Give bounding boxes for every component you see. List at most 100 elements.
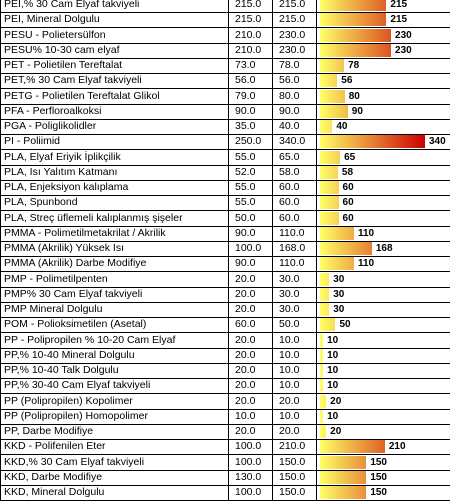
data-bar-cell[interactable]: 30	[317, 302, 450, 318]
data-bar-cell[interactable]: 50	[317, 317, 450, 334]
min-value-cell[interactable]: 55.0	[229, 180, 273, 196]
max-value-cell[interactable]: 10.0	[273, 408, 317, 425]
data-bar-cell[interactable]: 340	[317, 134, 450, 151]
data-bar-cell[interactable]: 215	[317, 0, 450, 13]
min-value-cell[interactable]: 20.0	[229, 271, 273, 288]
max-value-cell[interactable]: 78.0	[273, 58, 317, 74]
data-bar-cell[interactable]: 30	[317, 272, 450, 288]
max-value-cell[interactable]: 90.0	[273, 103, 317, 120]
max-value-cell[interactable]: 60.0	[273, 210, 317, 227]
max-value-cell[interactable]: 10.0	[273, 332, 317, 349]
min-value-cell[interactable]: 20.0	[229, 424, 273, 440]
data-bar-cell[interactable]: 230	[317, 43, 450, 59]
material-name-cell[interactable]: PMP% 30 Cam Elyaf takviyeli	[0, 286, 229, 303]
material-name-cell[interactable]: PMP Mineral Dolgulu	[0, 302, 229, 318]
min-value-cell[interactable]: 79.0	[229, 88, 273, 105]
min-value-cell[interactable]: 20.0	[229, 302, 273, 318]
min-value-cell[interactable]: 56.0	[229, 73, 273, 90]
data-bar-cell[interactable]: 215	[317, 12, 450, 29]
material-name-cell[interactable]: PP (Polipropilen) Homopolimer	[0, 408, 229, 425]
max-value-cell[interactable]: 60.0	[273, 195, 317, 212]
min-value-cell[interactable]: 55.0	[229, 195, 273, 212]
data-bar-cell[interactable]: 78	[317, 58, 450, 74]
material-name-cell[interactable]: PP,% 30-40 Cam Elyaf takviyeli	[0, 378, 229, 395]
data-bar-cell[interactable]: 168	[317, 241, 450, 257]
material-name-cell[interactable]: PP, Darbe Modifiye	[0, 424, 229, 440]
max-value-cell[interactable]: 10.0	[273, 347, 317, 364]
min-value-cell[interactable]: 100.0	[229, 241, 273, 257]
material-name-cell[interactable]: PMMA (Akrilik) Yüksek Isı	[0, 241, 229, 257]
material-name-cell[interactable]: PFA - Perfloroalkoksi	[0, 103, 229, 120]
max-value-cell[interactable]: 50.0	[273, 317, 317, 334]
data-bar-cell[interactable]: 60	[317, 195, 450, 212]
max-value-cell[interactable]: 60.0	[273, 180, 317, 196]
min-value-cell[interactable]: 10.0	[229, 408, 273, 425]
min-value-cell[interactable]: 20.0	[229, 363, 273, 379]
material-name-cell[interactable]: KKD, Mineral Dolgulu	[0, 485, 229, 501]
material-name-cell[interactable]: PLA, Enjeksiyon kalıplama	[0, 180, 229, 196]
material-name-cell[interactable]: KKD, Darbe Modifiye	[0, 469, 229, 486]
data-bar-cell[interactable]: 10	[317, 363, 450, 379]
min-value-cell[interactable]: 35.0	[229, 119, 273, 135]
data-bar-cell[interactable]: 150	[317, 455, 450, 471]
material-name-cell[interactable]: KKD - Polifenilen Eter	[0, 439, 229, 456]
material-name-cell[interactable]: PMP - Polimetilpenten	[0, 271, 229, 288]
data-bar-cell[interactable]: 10	[317, 333, 450, 349]
data-bar-cell[interactable]: 150	[317, 470, 450, 486]
data-bar-cell[interactable]: 210	[317, 439, 450, 456]
material-name-cell[interactable]: PMMA - Polimetilmetakrilat / Akrilik	[0, 225, 229, 242]
material-name-cell[interactable]: PMMA (Akrilik) Darbe Modifiye	[0, 256, 229, 273]
min-value-cell[interactable]: 90.0	[229, 225, 273, 242]
max-value-cell[interactable]: 20.0	[273, 393, 317, 410]
material-name-cell[interactable]: PP (Polipropilen) Kopolimer	[0, 393, 229, 410]
min-value-cell[interactable]: 210.0	[229, 42, 273, 59]
min-value-cell[interactable]: 215.0	[229, 0, 273, 13]
data-bar-cell[interactable]: 65	[317, 150, 450, 166]
min-value-cell[interactable]: 60.0	[229, 317, 273, 334]
material-name-cell[interactable]: PESU - Polietersülfon	[0, 27, 229, 44]
material-name-cell[interactable]: PLA, Elyaf Eriyik İplikçilik	[0, 149, 229, 166]
material-name-cell[interactable]: PESU% 10-30 cam elyaf	[0, 42, 229, 59]
material-name-cell[interactable]: PP - Polipropilen % 10-20 Cam Elyaf	[0, 332, 229, 349]
data-bar-cell[interactable]: 60	[317, 180, 450, 196]
max-value-cell[interactable]: 168.0	[273, 241, 317, 257]
min-value-cell[interactable]: 20.0	[229, 393, 273, 410]
max-value-cell[interactable]: 30.0	[273, 302, 317, 318]
max-value-cell[interactable]: 215.0	[273, 0, 317, 13]
material-name-cell[interactable]: KKD,% 30 Cam Elyaf takviyeli	[0, 454, 229, 471]
max-value-cell[interactable]: 230.0	[273, 42, 317, 59]
max-value-cell[interactable]: 10.0	[273, 378, 317, 395]
material-name-cell[interactable]: PET - Polietilen Tereftalat	[0, 58, 229, 74]
material-name-cell[interactable]: PLA, Streç üflemeli kalıplanmış şişeler	[0, 210, 229, 227]
max-value-cell[interactable]: 58.0	[273, 164, 317, 181]
min-value-cell[interactable]: 210.0	[229, 27, 273, 44]
material-name-cell[interactable]: PET,% 30 Cam Elyaf takviyeli	[0, 73, 229, 90]
material-name-cell[interactable]: PETG - Polietilen Tereftalat Glikol	[0, 88, 229, 105]
max-value-cell[interactable]: 150.0	[273, 485, 317, 501]
max-value-cell[interactable]: 230.0	[273, 27, 317, 44]
min-value-cell[interactable]: 130.0	[229, 469, 273, 486]
data-bar-cell[interactable]: 30	[317, 287, 450, 303]
material-name-cell[interactable]: PP,% 10-40 Mineral Dolgulu	[0, 347, 229, 364]
max-value-cell[interactable]: 210.0	[273, 439, 317, 456]
min-value-cell[interactable]: 20.0	[229, 347, 273, 364]
data-bar-cell[interactable]: 10	[317, 409, 450, 425]
data-bar-cell[interactable]: 90	[317, 104, 450, 120]
data-bar-cell[interactable]: 230	[317, 28, 450, 44]
data-bar-cell[interactable]: 10	[317, 378, 450, 395]
min-value-cell[interactable]: 90.0	[229, 256, 273, 273]
max-value-cell[interactable]: 80.0	[273, 88, 317, 105]
material-name-cell[interactable]: PLA, Spunbond	[0, 195, 229, 212]
material-name-cell[interactable]: PGA - Poliglikolidler	[0, 119, 229, 135]
data-bar-cell[interactable]: 40	[317, 119, 450, 135]
max-value-cell[interactable]: 110.0	[273, 256, 317, 273]
data-bar-cell[interactable]: 80	[317, 89, 450, 105]
min-value-cell[interactable]: 73.0	[229, 58, 273, 74]
max-value-cell[interactable]: 340.0	[273, 134, 317, 151]
max-value-cell[interactable]: 215.0	[273, 12, 317, 29]
max-value-cell[interactable]: 56.0	[273, 73, 317, 90]
max-value-cell[interactable]: 30.0	[273, 286, 317, 303]
min-value-cell[interactable]: 20.0	[229, 286, 273, 303]
data-bar-cell[interactable]: 10	[317, 348, 450, 364]
min-value-cell[interactable]: 90.0	[229, 103, 273, 120]
